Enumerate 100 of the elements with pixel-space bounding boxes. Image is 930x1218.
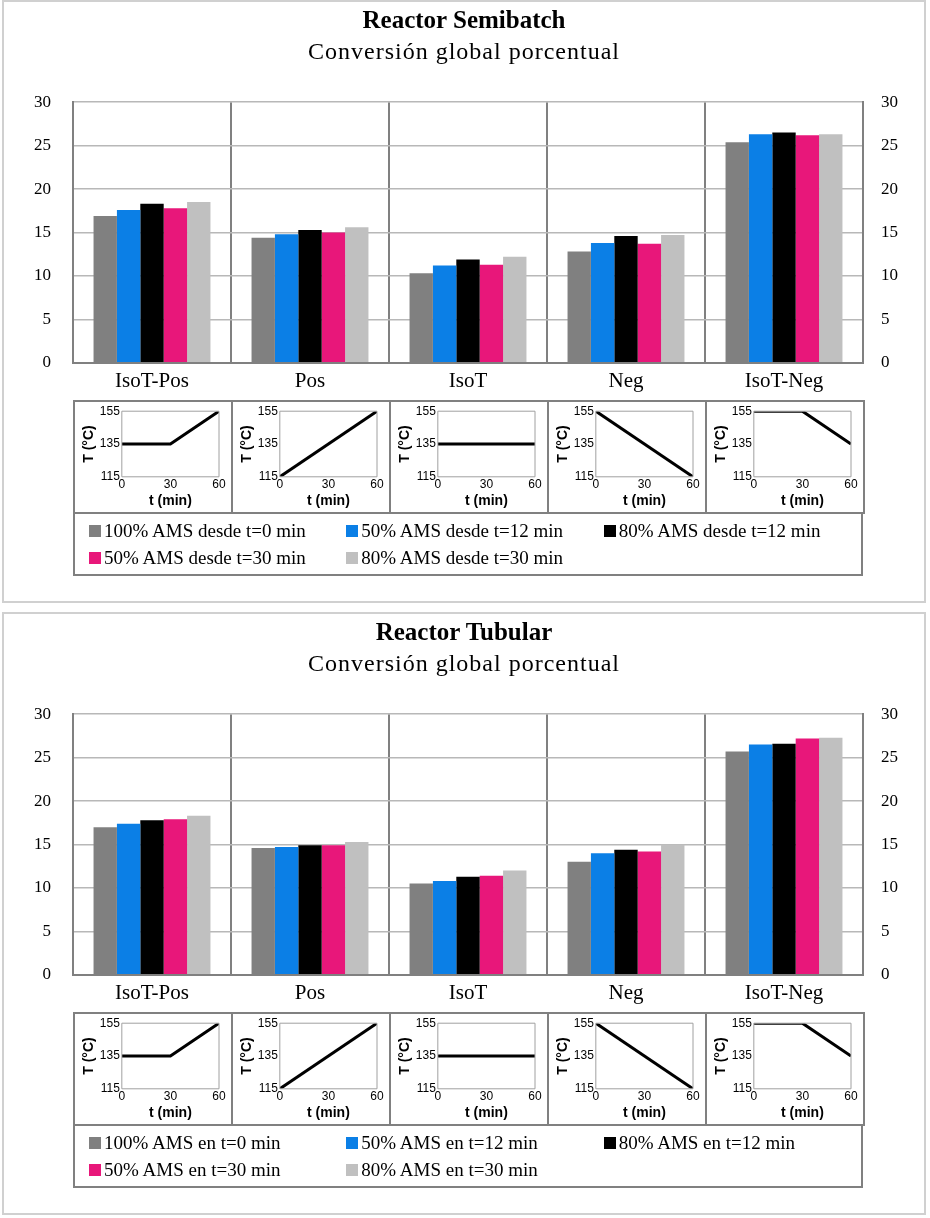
x-tick-label: 30 xyxy=(637,1089,652,1104)
x-axis-title: t (min) xyxy=(465,1104,508,1121)
x-tick-label: IsoT xyxy=(448,367,488,392)
y-axis-title: T (°C) xyxy=(554,1037,571,1075)
bar xyxy=(795,738,820,975)
y-tick-label: 155 xyxy=(99,1015,121,1030)
x-tick-label: 30 xyxy=(321,1089,336,1104)
chart-subtitle: Conversión global porcentual xyxy=(307,650,621,677)
y-axis-title: T (°C) xyxy=(238,1037,255,1075)
y2-tick-label: 10 xyxy=(881,265,898,285)
y-axis-title: T (°C) xyxy=(80,425,97,463)
y-tick-label: 155 xyxy=(573,403,595,418)
x-tick-label: 30 xyxy=(479,477,494,492)
x-tick-label: IsoT-Pos xyxy=(115,367,189,392)
y-tick-label: 5 xyxy=(42,920,51,940)
x-tick-label: 30 xyxy=(795,1089,810,1104)
y2-tick-label: 10 xyxy=(881,877,898,897)
y2-tick-label: 30 xyxy=(881,703,898,723)
y-tick-label: 10 xyxy=(34,877,51,897)
x-tick-label: 30 xyxy=(795,477,810,492)
y-axis-title: T (°C) xyxy=(238,425,255,463)
x-axis-title: t (min) xyxy=(149,1104,192,1121)
y2-tick-label: 15 xyxy=(881,221,898,241)
x-tick-label: Neg xyxy=(608,367,644,392)
bar xyxy=(772,743,796,975)
x-tick-label: 60 xyxy=(370,477,384,492)
y-tick-label: 135 xyxy=(99,1048,121,1063)
y-tick-label: 15 xyxy=(34,833,51,853)
y-axis-title: T (°C) xyxy=(554,425,571,463)
y-tick-label: 10 xyxy=(34,265,51,285)
y2-tick-label: 0 xyxy=(881,964,890,984)
x-tick-label: 60 xyxy=(212,477,226,492)
x-tick-label: 60 xyxy=(370,1089,384,1104)
x-tick-label: Neg xyxy=(608,979,644,1004)
x-tick-label: 60 xyxy=(686,477,700,492)
y-axis-title: T (°C) xyxy=(712,1037,729,1075)
y-tick-label: 25 xyxy=(34,135,51,155)
x-tick-label: IsoT xyxy=(448,979,488,1004)
y-tick-label: 20 xyxy=(34,178,51,198)
y-tick-label: 15 xyxy=(34,221,51,241)
bar xyxy=(614,849,638,975)
x-tick-label: 60 xyxy=(844,1089,858,1104)
bar xyxy=(432,880,457,975)
y-tick-label: 30 xyxy=(34,703,51,723)
y-tick-label: 155 xyxy=(257,1015,279,1030)
x-tick-label: 60 xyxy=(212,1089,226,1104)
bar xyxy=(321,232,346,363)
bar xyxy=(274,847,299,975)
legend-label: 80% AMS desde t=30 min xyxy=(361,546,564,569)
y-tick-label: 135 xyxy=(573,1048,595,1063)
bar xyxy=(456,259,480,363)
chart-title: Reactor Tubular xyxy=(374,618,554,646)
x-tick-label: 60 xyxy=(844,477,858,492)
x-tick-label: 30 xyxy=(163,477,178,492)
x-tick-label: 60 xyxy=(686,1089,700,1104)
y-tick-label: 0 xyxy=(42,352,51,372)
bar xyxy=(479,875,504,975)
y-tick-label: 135 xyxy=(731,436,753,451)
y-tick-label: 155 xyxy=(731,403,753,418)
x-axis-title: t (min) xyxy=(307,1104,350,1121)
bar xyxy=(116,823,141,975)
x-tick-label: 30 xyxy=(163,1089,178,1104)
x-axis-title: t (min) xyxy=(781,1104,824,1121)
bar xyxy=(637,243,662,363)
x-axis-title: t (min) xyxy=(623,492,666,509)
y-tick-label: 135 xyxy=(257,436,279,451)
x-tick-label: IsoT-Pos xyxy=(115,979,189,1004)
legend-label: 50% AMS en t=30 min xyxy=(104,1158,281,1181)
x-tick-label: IsoT-Neg xyxy=(744,367,824,392)
legend-label: 50% AMS en t=12 min xyxy=(361,1131,538,1154)
y-tick-label: 135 xyxy=(415,1048,437,1063)
y2-tick-label: 5 xyxy=(881,308,890,328)
x-axis-title: t (min) xyxy=(307,492,350,509)
y-tick-label: 0 xyxy=(42,964,51,984)
bar xyxy=(479,264,504,363)
y-tick-label: 20 xyxy=(34,790,51,810)
chart-title: Reactor Semibatch xyxy=(361,6,567,34)
bar xyxy=(298,229,322,363)
y-tick-label: 135 xyxy=(99,436,121,451)
y-tick-label: 30 xyxy=(34,91,51,111)
bar xyxy=(614,235,638,363)
y-tick-label: 135 xyxy=(415,436,437,451)
y2-tick-label: 30 xyxy=(881,91,898,111)
y2-tick-label: 25 xyxy=(881,135,898,155)
x-tick-label: 30 xyxy=(321,477,336,492)
y-axis-title: T (°C) xyxy=(396,425,413,463)
legend-label: 100% AMS en t=0 min xyxy=(104,1131,281,1154)
x-tick-label: 30 xyxy=(479,1089,494,1104)
bar xyxy=(795,135,820,363)
legend-label: 100% AMS desde t=0 min xyxy=(104,519,306,542)
x-tick-label: 30 xyxy=(637,477,652,492)
bar xyxy=(298,845,322,975)
y-tick-label: 155 xyxy=(415,403,437,418)
x-tick-label: Pos xyxy=(294,979,326,1004)
x-tick-label: 60 xyxy=(528,477,542,492)
legend-label: 80% AMS desde t=12 min xyxy=(618,519,821,542)
legend-label: 50% AMS desde t=30 min xyxy=(104,546,306,569)
y2-tick-label: 20 xyxy=(881,790,898,810)
bar xyxy=(456,876,480,975)
y-tick-label: 135 xyxy=(731,1048,753,1063)
